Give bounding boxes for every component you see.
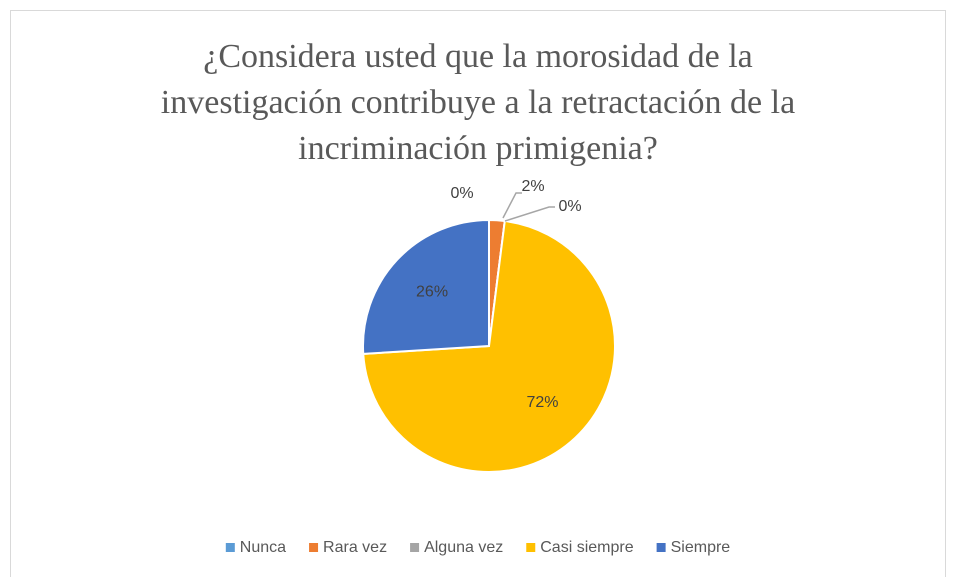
data-label: 0%	[450, 185, 473, 202]
leader-line	[502, 192, 522, 219]
data-label: 26%	[416, 284, 448, 301]
legend-marker	[656, 543, 666, 552]
legend-label: Alguna vez	[424, 539, 503, 556]
legend-label: Siempre	[671, 539, 731, 556]
legend-marker	[309, 543, 319, 552]
legend-marker	[410, 543, 420, 552]
leader-line	[504, 206, 555, 222]
legend-label: Rara vez	[323, 539, 387, 556]
legend-marker	[225, 543, 235, 552]
pie-slice	[362, 218, 490, 355]
legend-label: Nunca	[240, 539, 286, 556]
chart-title: ¿Considera usted que la morosidad de la …	[160, 38, 796, 167]
data-label: 2%	[521, 178, 544, 195]
legend-marker	[526, 543, 536, 552]
data-label: 0%	[558, 198, 581, 215]
data-label: 72%	[526, 394, 558, 411]
legend-label: Casi siempre	[540, 539, 633, 556]
